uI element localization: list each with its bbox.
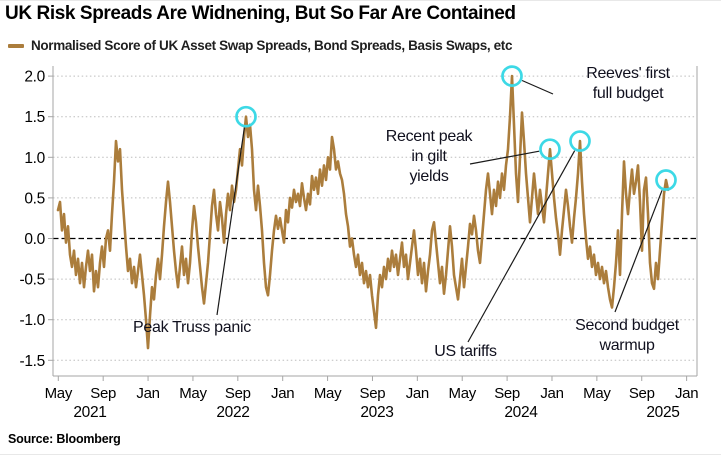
svg-text:2024: 2024 (504, 404, 538, 421)
svg-text:Sep: Sep (225, 385, 251, 402)
svg-text:Jan: Jan (136, 385, 159, 402)
svg-text:Jan: Jan (406, 385, 429, 402)
svg-text:2.0: 2.0 (24, 69, 45, 86)
annotation-peak-truss-panic: Peak Truss panic (133, 318, 308, 338)
svg-text:1.5: 1.5 (24, 109, 45, 126)
legend: Normalised Score of UK Asset Swap Spread… (8, 38, 512, 53)
svg-text:-0.5: -0.5 (19, 272, 45, 289)
svg-text:Jan: Jan (675, 385, 698, 402)
annotation-line: warmup (599, 337, 655, 355)
svg-text:Sep: Sep (629, 385, 655, 402)
annotation-line: Reeves' first (586, 65, 670, 82)
svg-text:Jan: Jan (271, 385, 294, 402)
legend-label: Normalised Score of UK Asset Swap Spread… (31, 38, 513, 53)
svg-text:Sep: Sep (494, 385, 520, 402)
svg-text:2025: 2025 (646, 404, 679, 421)
svg-text:0.0: 0.0 (24, 231, 45, 248)
annotation-line: yields (409, 168, 449, 186)
annotation-second-budget-warmup: Second budget warmup (550, 316, 704, 356)
svg-text:Sep: Sep (360, 385, 386, 402)
svg-text:Jan: Jan (540, 385, 563, 402)
page-title: UK Risk Spreads Are Widnening, But So Fa… (5, 3, 516, 24)
annotation-us-tariffs: US tariffs (408, 342, 523, 362)
source-label: Source: Bloomberg (8, 432, 121, 446)
legend-line-swatch-icon (8, 43, 24, 48)
svg-text:Sep: Sep (90, 385, 116, 402)
annotation-line: full budget (592, 85, 664, 103)
svg-text:May: May (179, 385, 207, 402)
svg-text:-1.5: -1.5 (19, 353, 45, 370)
svg-text:May: May (449, 385, 477, 402)
annotation-line: US tariffs (434, 343, 497, 360)
svg-text:May: May (583, 385, 611, 402)
annotation-line: Peak Truss panic (133, 319, 251, 336)
svg-text:2022: 2022 (216, 404, 249, 421)
svg-text:May: May (314, 385, 342, 402)
svg-text:0.5: 0.5 (24, 190, 45, 207)
svg-text:1.0: 1.0 (24, 150, 45, 167)
annotation-line: Second budget (575, 317, 679, 334)
svg-text:-1.0: -1.0 (19, 312, 45, 329)
svg-text:2023: 2023 (360, 404, 393, 421)
svg-text:May: May (45, 385, 73, 402)
annotation-recent-peak-in-gilt-yields: Recent peak in gilt yields (366, 127, 492, 187)
annotation-reeves-first-full-budget: Reeves' first full budget (552, 64, 704, 104)
annotation-line: Recent peak (385, 128, 473, 145)
svg-text:2021: 2021 (73, 404, 106, 421)
annotation-line: in gilt (411, 148, 447, 166)
